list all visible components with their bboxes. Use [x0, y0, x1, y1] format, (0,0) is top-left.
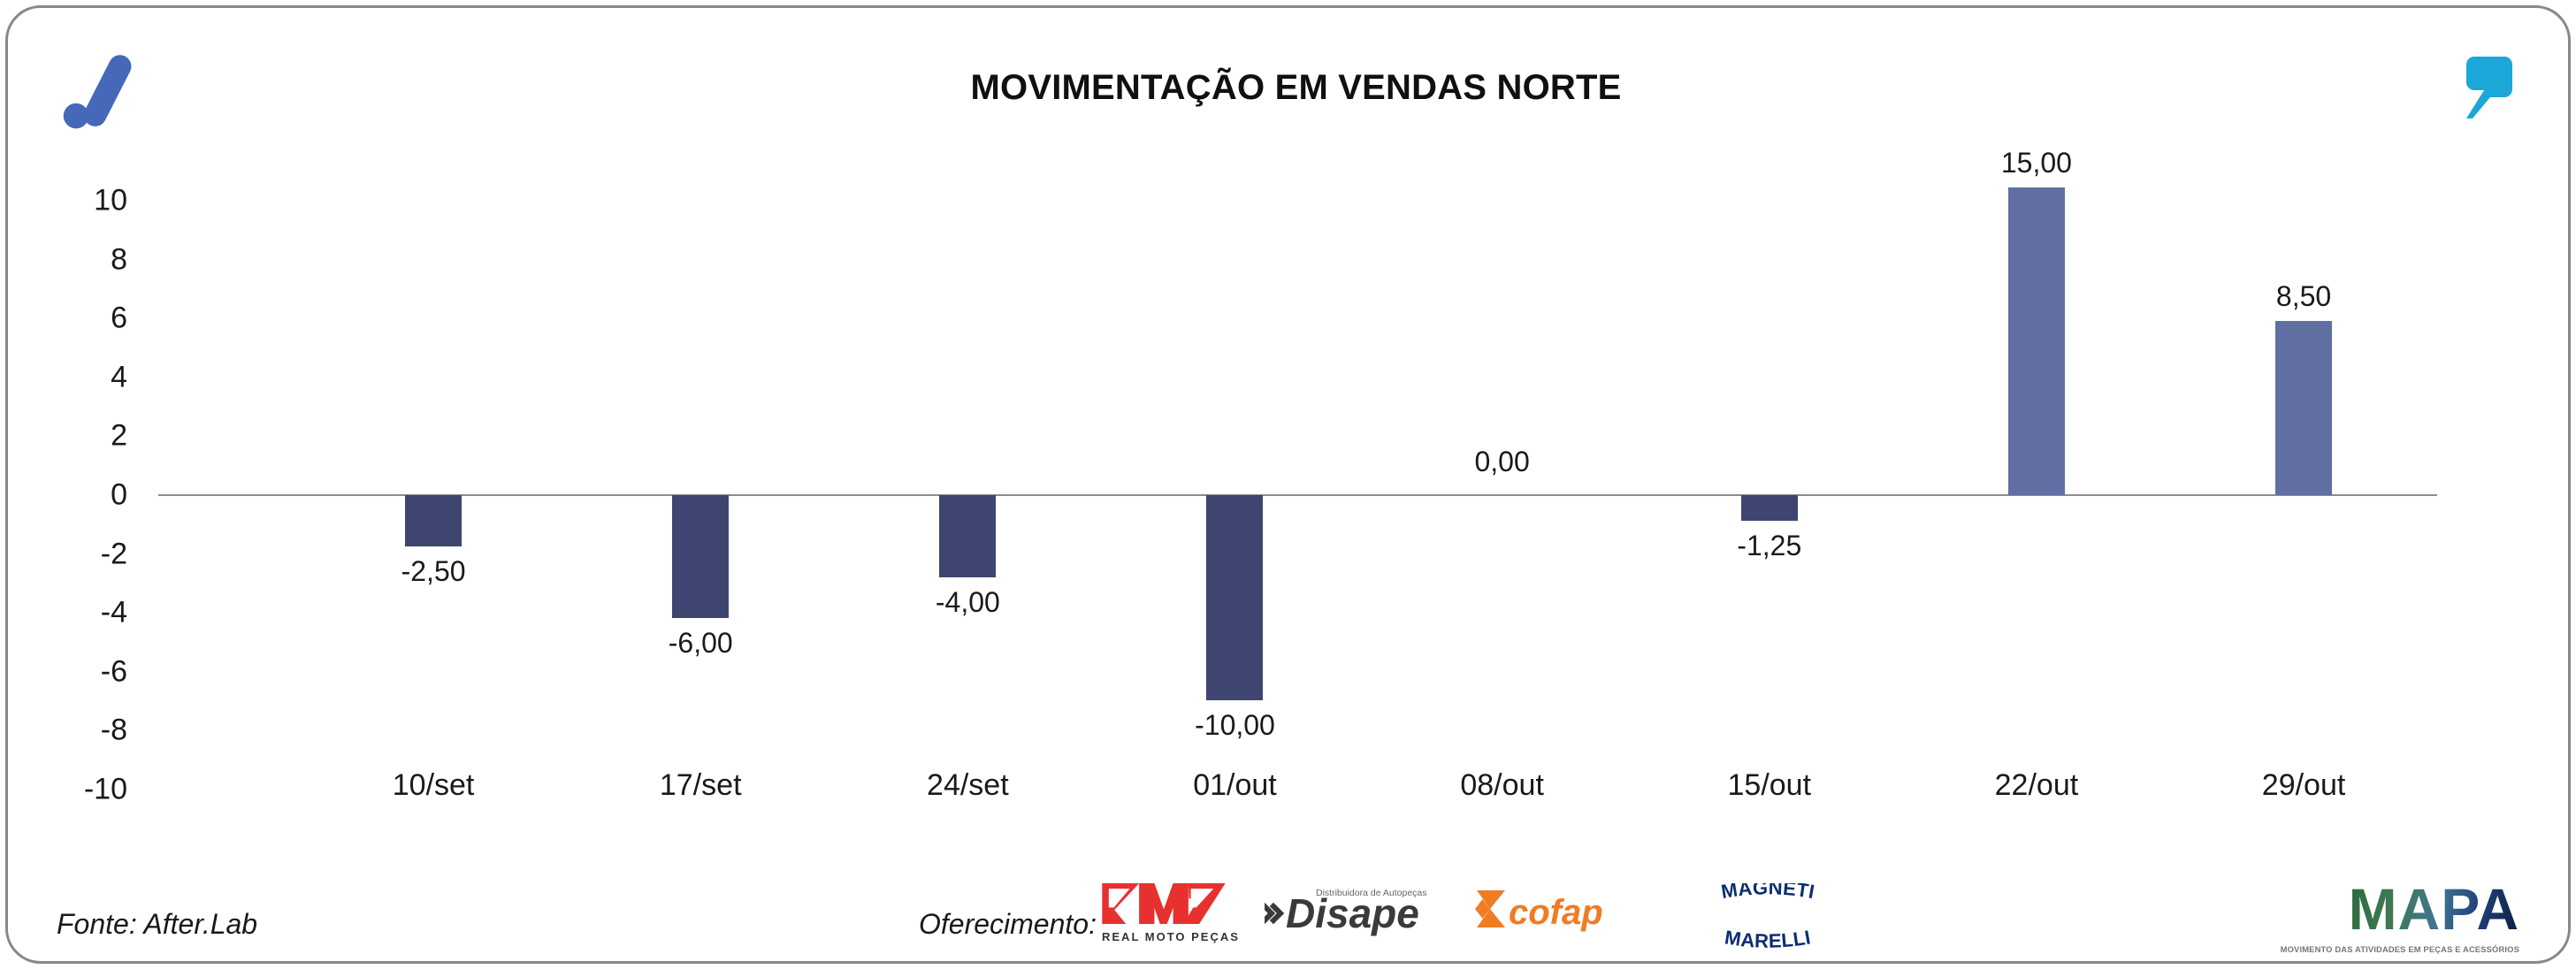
svg-text:Disape: Disape: [1286, 890, 1419, 936]
svg-text:MARELLI: MARELLI: [1724, 926, 1813, 951]
svg-text:cofap: cofap: [1509, 893, 1603, 932]
svg-text:MAGNETI: MAGNETI: [1719, 883, 1816, 903]
